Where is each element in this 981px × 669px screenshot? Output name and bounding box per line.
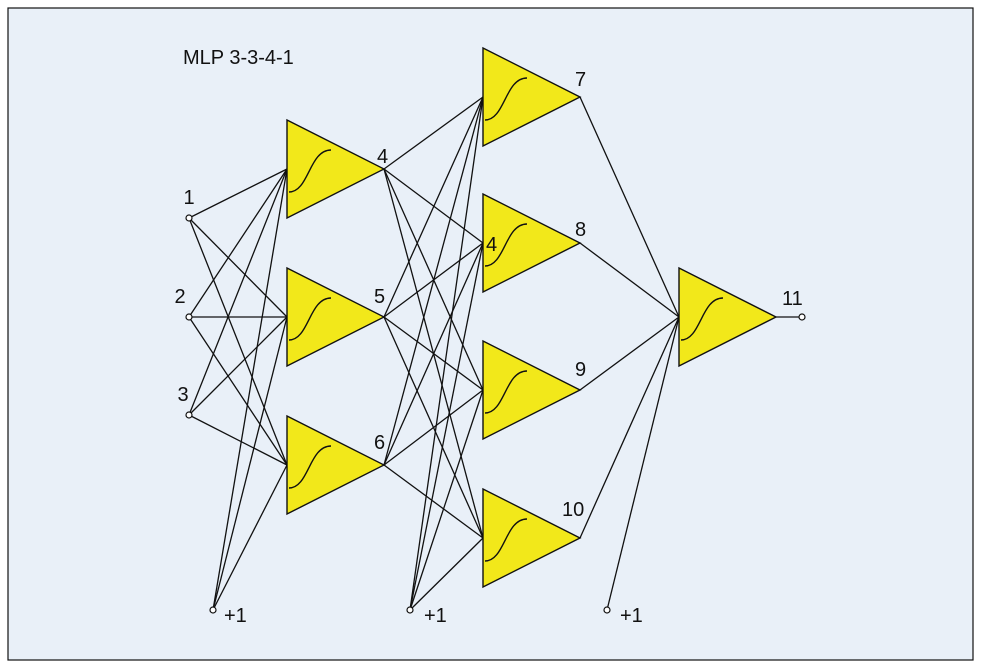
edge-in1-h6 [188,217,288,466]
edge-h9-out [579,316,680,391]
neuron-n11 [678,266,778,368]
edge-h6-h8 [383,242,484,466]
bias-label-2: +1 [424,605,447,627]
edge-bias3-out [606,316,680,611]
edge-h6-h9 [383,389,484,466]
neuron-label-n9: 9 [575,359,586,381]
edge-bias2-h7 [409,96,484,611]
neuron-n4 [286,118,386,220]
neuron-triangle [286,414,386,516]
neuron-triangle [678,266,778,368]
neuron-triangle [482,487,582,589]
sigmoid-icon [484,370,528,414]
input-terminal-2 [185,313,193,321]
neuron-n5 [286,266,386,368]
neuron-inner-label-n8: 4 [486,234,497,256]
edge-h7-out [579,96,680,318]
edge-h6-h7 [383,96,484,466]
sigmoid-icon [484,518,528,562]
edge-bias2-h10 [409,537,484,611]
edge-in3-h6 [188,414,288,466]
edge-bias1-h4 [212,168,288,611]
neuron-triangle [482,46,582,148]
neuron-n10 [482,487,582,589]
bias-terminal-1 [209,606,217,614]
neuron-triangle [286,266,386,368]
bias-terminal-3 [603,606,611,614]
input-terminal-1 [185,214,193,222]
neuron-n7 [482,46,582,148]
input-terminal-3 [185,411,193,419]
neuron-label-n7: 7 [575,69,586,91]
neuron-label-n8: 8 [575,219,586,241]
edge-in1-h5 [188,217,288,318]
neuron-triangle [286,118,386,220]
sigmoid-icon [288,297,332,341]
neuron-label-n10: 10 [562,499,584,521]
input-label-3: 3 [177,384,188,406]
input-label-1: 1 [183,187,194,209]
bias-label-1: +1 [224,605,247,627]
neuron-label-n6: 6 [374,432,385,454]
node-labels: 1 2 3 4 5 6 7 8 9 10 4 11 +1 +1 +1 [174,69,802,627]
edge-h5-h7 [383,96,484,318]
edge-h4-h7 [383,96,484,170]
edge-bias2-h8 [409,242,484,611]
sigmoid-icon [484,77,528,121]
bias-label-3: +1 [620,605,643,627]
neuron-triangle [482,192,582,294]
neuron-n8 [482,192,582,294]
edge-h10-out [579,316,680,539]
neuron-label-n5: 5 [374,286,385,308]
neuron-n9 [482,339,582,441]
neurons [185,46,806,614]
sigmoid-icon [288,445,332,489]
neuron-n6 [286,414,386,516]
edge-in1-h4 [188,168,288,219]
sigmoid-icon [680,297,724,341]
edge-in2-h4 [188,168,288,318]
diagram-title: MLP 3-3-4-1 [183,47,294,69]
output-terminal [798,313,806,321]
edge-in3-h4 [188,168,288,416]
edge-bias1-h6 [212,464,288,611]
sigmoid-icon [288,149,332,193]
bias-terminal-2 [406,606,414,614]
edge-bias1-h5 [212,316,288,611]
edge-in2-h6 [188,316,288,466]
neuron-triangle [482,339,582,441]
neuron-label-n11: 11 [782,288,803,310]
sigmoid-icon [484,223,528,267]
edge-bias2-h9 [409,389,484,611]
edge-h8-out [579,242,680,318]
edge-h6-h10 [383,464,484,539]
connection-lines [188,96,802,611]
neuron-label-n4: 4 [377,146,388,168]
edge-in3-h5 [188,316,288,416]
input-label-2: 2 [174,286,185,308]
